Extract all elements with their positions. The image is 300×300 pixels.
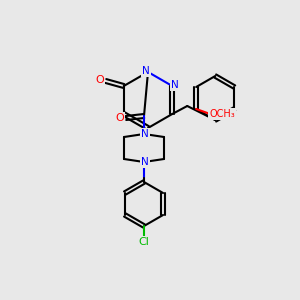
Text: N: N xyxy=(141,129,149,139)
Text: O: O xyxy=(116,113,124,123)
Text: O: O xyxy=(95,75,104,85)
Text: N: N xyxy=(171,80,179,90)
Text: N: N xyxy=(142,66,150,76)
Text: N: N xyxy=(141,157,149,167)
Text: Cl: Cl xyxy=(139,237,149,247)
Text: OCH₃: OCH₃ xyxy=(209,109,235,119)
